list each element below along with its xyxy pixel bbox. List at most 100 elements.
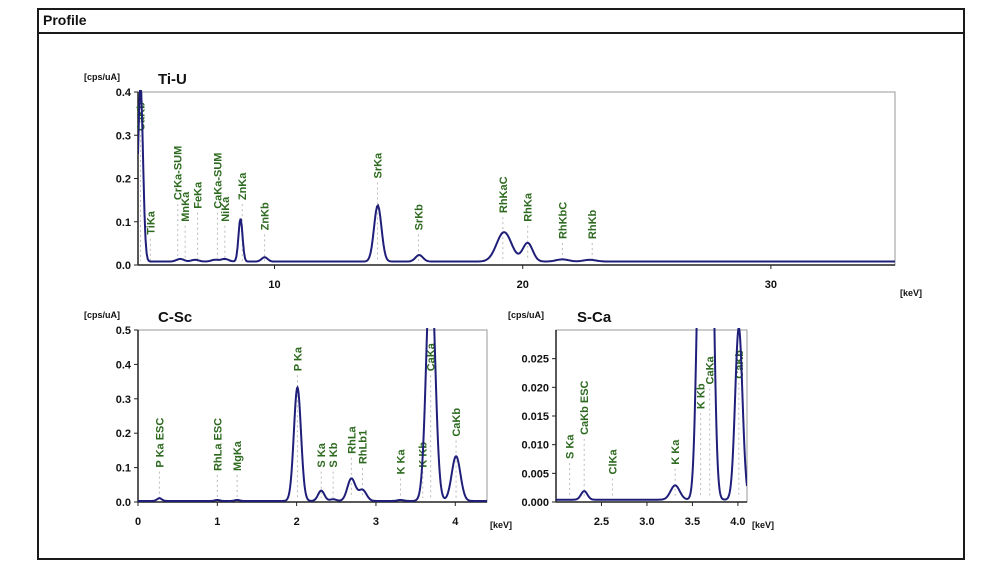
x-axis-unit: [keV] — [900, 288, 922, 298]
x-axis-unit: [keV] — [752, 520, 774, 530]
y-tick-label: 0.005 — [521, 468, 549, 480]
x-axis-unit: [keV] — [490, 520, 512, 530]
x-tick-label: 20 — [517, 279, 529, 291]
peak-annotation: RhLb1 — [357, 430, 369, 498]
peak-annotation: K Ka — [396, 449, 408, 498]
y-tick-label: 0.5 — [116, 325, 131, 337]
spectrum-line — [556, 328, 747, 501]
peak-label: P Ka ESC — [154, 418, 166, 468]
peak-label: S Ka — [316, 442, 328, 467]
x-tick-label: 2.5 — [594, 516, 609, 528]
window-titlebar: Profile — [39, 10, 963, 34]
peak-label: RhKb — [587, 209, 599, 239]
chart-panel-0: 0.0 0.1 0.2 0.3 0.4 10 20 30 [cps/uA] [keV] Ti-U Ca… — [84, 71, 922, 298]
peak-annotation: P Ka ESC — [154, 418, 166, 498]
x-tick-label: 30 — [765, 279, 777, 291]
chart-panel-1: 0.0 0.1 0.2 0.3 0.4 0.5 0 1 2 3 4 [cps/uA] [keV] C-Sc… — [84, 309, 512, 530]
peak-annotation: S Kb — [328, 442, 340, 498]
peak-label: K Ka — [396, 449, 408, 475]
peak-annotation: ZnKa — [237, 172, 249, 261]
spectrum-line — [138, 90, 895, 263]
y-tick-label: 0.1 — [116, 217, 131, 229]
x-tick-label: 4.0 — [730, 516, 745, 528]
peak-annotation: SrKa — [373, 152, 385, 261]
peak-label: RhKaC — [498, 176, 510, 213]
peak-label: FeKa — [193, 181, 205, 209]
y-axis-unit: [cps/uA] — [84, 310, 120, 320]
peak-annotation: ClKa — [607, 449, 619, 498]
y-tick-label: 0.0 — [116, 260, 131, 272]
peak-annotation: RhKaC — [498, 176, 510, 261]
peak-annotation: RhKbC — [557, 202, 569, 261]
peak-label: SrKa — [373, 152, 385, 179]
peak-annotation: CaKa — [705, 355, 717, 498]
peak-annotation: CaKb — [451, 408, 463, 498]
chart-panel-2: 0.000 0.005 0.010 0.015 0.020 0.025 2.5 3.0 3.5 4… — [508, 309, 774, 530]
window-title: Profile — [43, 12, 87, 28]
peak-annotation: NiKa — [220, 196, 232, 261]
peak-annotation: S Ka — [316, 442, 328, 498]
chart-title: S-Ca — [577, 309, 612, 326]
y-tick-label: 0.2 — [116, 428, 131, 440]
x-tick-label: 3 — [373, 516, 379, 528]
y-axis-unit: [cps/uA] — [84, 72, 120, 82]
x-tick-label: 10 — [268, 279, 280, 291]
peak-label: RhKa — [523, 192, 535, 222]
x-tick-label: 1 — [214, 516, 220, 528]
peak-annotation: CaKa-SUM — [212, 153, 224, 261]
y-tick-label: 0.015 — [521, 411, 549, 423]
y-tick-label: 0.000 — [521, 497, 549, 509]
y-axis-unit: [cps/uA] — [508, 310, 544, 320]
peak-annotation: FeKa — [193, 181, 205, 261]
peak-annotation: K Kb — [696, 383, 708, 498]
y-tick-label: 0.2 — [116, 174, 131, 186]
y-tick-label: 0.3 — [116, 130, 131, 142]
x-tick-label: 2 — [294, 516, 300, 528]
y-tick-label: 0.1 — [116, 463, 131, 475]
peak-label: K Kb — [696, 383, 708, 409]
peak-annotation: CrKa-SUM — [173, 146, 185, 261]
y-tick-label: 0.3 — [116, 394, 131, 406]
peak-label: CaKa-SUM — [212, 153, 224, 209]
spectrum-line — [138, 328, 487, 502]
y-tick-label: 0.020 — [521, 382, 549, 394]
x-tick-label: 0 — [135, 516, 141, 528]
peak-label: ZnKa — [237, 172, 249, 200]
peak-annotation: RhLa ESC — [212, 418, 224, 498]
peak-label: P Ka — [292, 346, 304, 371]
peak-annotation: ZnKb — [260, 202, 272, 261]
profile-window: Profile — [37, 8, 965, 560]
peak-annotation: SrKb — [413, 204, 425, 261]
peak-label: RhLb1 — [357, 430, 369, 464]
peak-label: S Ka — [565, 434, 577, 459]
x-tick-label: 3.0 — [639, 516, 654, 528]
peak-label: SrKb — [413, 204, 425, 231]
peak-label: ClKa — [607, 449, 619, 475]
plot-frame — [137, 91, 896, 266]
x-tick-label: 4 — [452, 516, 459, 528]
peak-label: RhLa ESC — [212, 418, 224, 471]
peak-annotation: MnKa — [180, 191, 192, 261]
peak-label: CaKb — [451, 408, 463, 437]
x-tick-label: 3.5 — [685, 516, 700, 528]
peak-annotation: CaKb ESC — [579, 380, 591, 498]
peak-annotation: TiKa — [145, 210, 157, 261]
peak-label: CaKa — [705, 355, 717, 384]
peak-annotation: MgKa — [232, 440, 244, 498]
peak-annotation: RhKa — [523, 192, 535, 261]
y-tick-label: 0.010 — [521, 440, 549, 452]
peak-annotation: K Ka — [670, 439, 682, 498]
peak-annotation: S Ka — [565, 434, 577, 498]
peak-label: RhLa — [346, 425, 358, 453]
peak-label: RhKbC — [557, 202, 569, 239]
chart-title: C-Sc — [158, 309, 192, 326]
y-tick-label: 0.4 — [116, 87, 132, 99]
peak-label: S Kb — [328, 442, 340, 467]
peak-label: NiKa — [220, 196, 232, 222]
y-tick-label: 0.0 — [116, 497, 131, 509]
peak-label: CaKb ESC — [579, 380, 591, 434]
peak-label: ZnKb — [260, 202, 272, 230]
chart-title: Ti-U — [158, 71, 187, 88]
y-tick-label: 0.4 — [116, 359, 132, 371]
